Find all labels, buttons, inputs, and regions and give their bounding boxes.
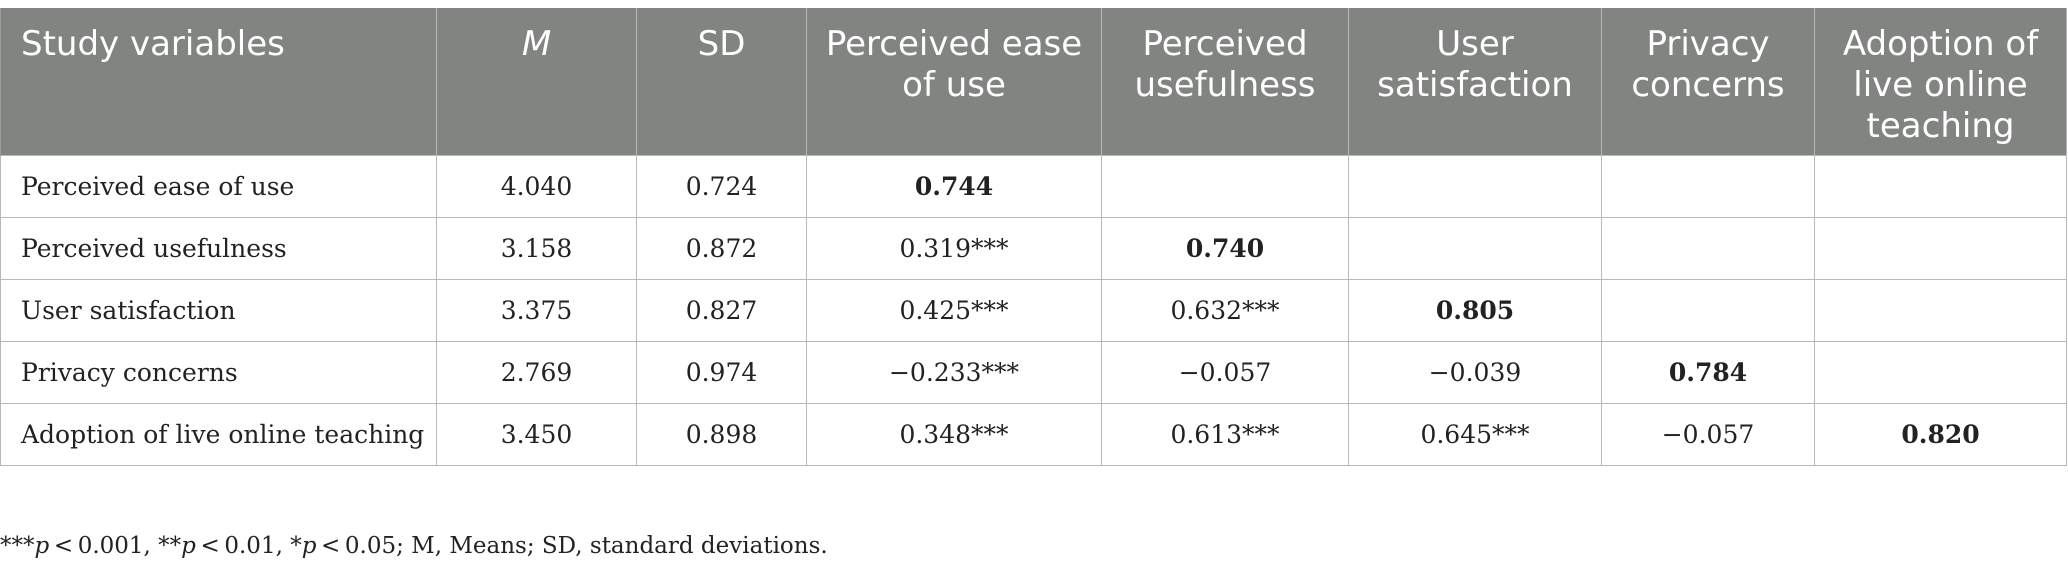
- cell-empty: [1814, 155, 2067, 218]
- correlation-table: Study variables M SD Perceived ease of u…: [0, 8, 2067, 466]
- row-label: Privacy concerns: [0, 341, 437, 404]
- cell-correlation: −0.057: [1101, 341, 1349, 404]
- footnote-stars: **: [158, 533, 182, 559]
- cell-mean: 3.158: [436, 217, 637, 280]
- cell-sd: 0.974: [636, 341, 807, 404]
- cell-empty: [1348, 217, 1602, 280]
- cell-mean: 3.375: [436, 279, 637, 342]
- cell-empty: [1601, 217, 1815, 280]
- footnote-p-symbol: p: [181, 533, 196, 559]
- cell-correlation: 0.613***: [1101, 403, 1349, 466]
- cell-correlation: −0.039: [1348, 341, 1602, 404]
- cell-mean: 4.040: [436, 155, 637, 218]
- cell-correlation: 0.348***: [806, 403, 1102, 466]
- cell-correlation: 0.632***: [1101, 279, 1349, 342]
- cell-correlation: −0.233***: [806, 341, 1102, 404]
- header-study-variables: Study variables: [0, 8, 437, 156]
- cell-ave-diagonal: 0.744: [806, 155, 1102, 218]
- table-row: Privacy concerns 2.769 0.974 −0.233*** −…: [0, 341, 2067, 404]
- header-perceived-usefulness: Perceived usefulness: [1101, 8, 1349, 156]
- header-privacy-concerns: Privacy concerns: [1601, 8, 1815, 156]
- footnote-text: < 0.001,: [49, 533, 159, 559]
- correlation-table-container: Study variables M SD Perceived ease of u…: [0, 8, 2068, 466]
- cell-empty: [1101, 155, 1349, 218]
- cell-sd: 0.724: [636, 155, 807, 218]
- table-row: Adoption of live online teaching 3.450 0…: [0, 403, 2067, 466]
- cell-empty: [1348, 155, 1602, 218]
- cell-ave-diagonal: 0.784: [1601, 341, 1815, 404]
- cell-ave-diagonal: 0.820: [1814, 403, 2067, 466]
- cell-mean: 3.450: [436, 403, 637, 466]
- cell-empty: [1601, 279, 1815, 342]
- header-perceived-ease-of-use: Perceived ease of use: [806, 8, 1102, 156]
- cell-empty: [1814, 279, 2067, 342]
- cell-empty: [1814, 341, 2067, 404]
- cell-empty: [1601, 155, 1815, 218]
- cell-ave-diagonal: 0.740: [1101, 217, 1349, 280]
- footnote-text: < 0.05; M, Means; SD, standard deviation…: [316, 533, 828, 559]
- header-sd: SD: [636, 8, 807, 156]
- cell-correlation: −0.057: [1601, 403, 1815, 466]
- footnote-p-symbol: p: [301, 533, 317, 559]
- cell-mean: 2.769: [436, 341, 637, 404]
- header-adoption: Adoption of live online teaching: [1814, 8, 2067, 156]
- row-label: User satisfaction: [0, 279, 437, 342]
- footnote-text: < 0.01,: [195, 533, 291, 559]
- cell-correlation: 0.425***: [806, 279, 1102, 342]
- cell-empty: [1814, 217, 2067, 280]
- table-footnote: ***p < 0.001, **p < 0.01, *p < 0.05; M, …: [0, 533, 828, 559]
- cell-sd: 0.827: [636, 279, 807, 342]
- header-user-satisfaction: User satisfaction: [1348, 8, 1602, 156]
- cell-correlation: 0.645***: [1348, 403, 1602, 466]
- footnote-stars: *: [290, 533, 302, 559]
- cell-ave-diagonal: 0.805: [1348, 279, 1602, 342]
- header-row: Study variables M SD Perceived ease of u…: [0, 8, 2067, 156]
- table-row: User satisfaction 3.375 0.827 0.425*** 0…: [0, 279, 2067, 342]
- header-mean: M: [436, 8, 637, 156]
- row-label: Adoption of live online teaching: [0, 403, 437, 466]
- row-label: Perceived usefulness: [0, 217, 437, 280]
- cell-sd: 0.872: [636, 217, 807, 280]
- table-row: Perceived ease of use 4.040 0.724 0.744: [0, 155, 2067, 218]
- footnote-stars: ***: [0, 533, 35, 559]
- footnote-p-symbol: p: [34, 533, 50, 559]
- table-row: Perceived usefulness 3.158 0.872 0.319**…: [0, 217, 2067, 280]
- cell-sd: 0.898: [636, 403, 807, 466]
- cell-correlation: 0.319***: [806, 217, 1102, 280]
- row-label: Perceived ease of use: [0, 155, 437, 218]
